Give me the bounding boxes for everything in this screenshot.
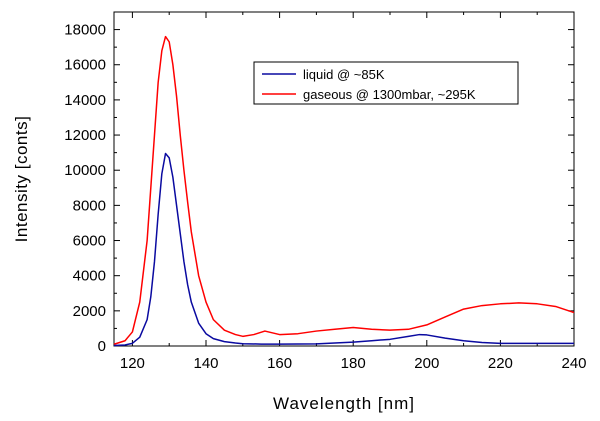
y-tick-label: 10000	[64, 162, 106, 179]
y-axis-ticks: 0 2000 4000 6000 8000 10000 12000 14000 16000 180…	[64, 11, 574, 355]
y-tick-label: 14000	[64, 92, 106, 109]
x-tick-label: 140	[193, 355, 218, 372]
y-tick-label: 18000	[64, 22, 106, 39]
y-tick-label: 0	[98, 338, 106, 355]
x-tick-label: 240	[561, 355, 586, 372]
legend: liquid @ ~85K gaseous @ 1300mbar, ~295K	[253, 61, 519, 105]
series-line-liquid	[113, 152, 574, 347]
y-tick-label: 12000	[64, 127, 106, 144]
y-tick-label: 6000	[73, 233, 106, 250]
x-axis-ticks: 120 140 160 180 200 220 240	[120, 12, 587, 372]
x-axis-title: Wavelength [nm]	[273, 394, 415, 413]
y-tick-label: 4000	[73, 268, 106, 285]
series-layer	[113, 35, 575, 347]
x-tick-label: 120	[120, 355, 145, 372]
legend-label-gaseous: gaseous @ 1300mbar, ~295K	[303, 87, 476, 102]
x-tick-label: 180	[341, 355, 366, 372]
x-tick-label: 160	[267, 355, 292, 372]
y-tick-label: 2000	[73, 303, 106, 320]
legend-label-liquid: liquid @ ~85K	[303, 67, 385, 82]
x-tick-label: 220	[488, 355, 513, 372]
y-tick-label: 16000	[64, 57, 106, 74]
legend-box	[253, 61, 519, 105]
series-line-gaseous	[113, 35, 575, 345]
y-tick-label: 8000	[73, 197, 106, 214]
plot-frame	[113, 11, 575, 347]
x-tick-label: 200	[414, 355, 439, 372]
y-axis-title: Intensity [conts]	[12, 116, 31, 243]
